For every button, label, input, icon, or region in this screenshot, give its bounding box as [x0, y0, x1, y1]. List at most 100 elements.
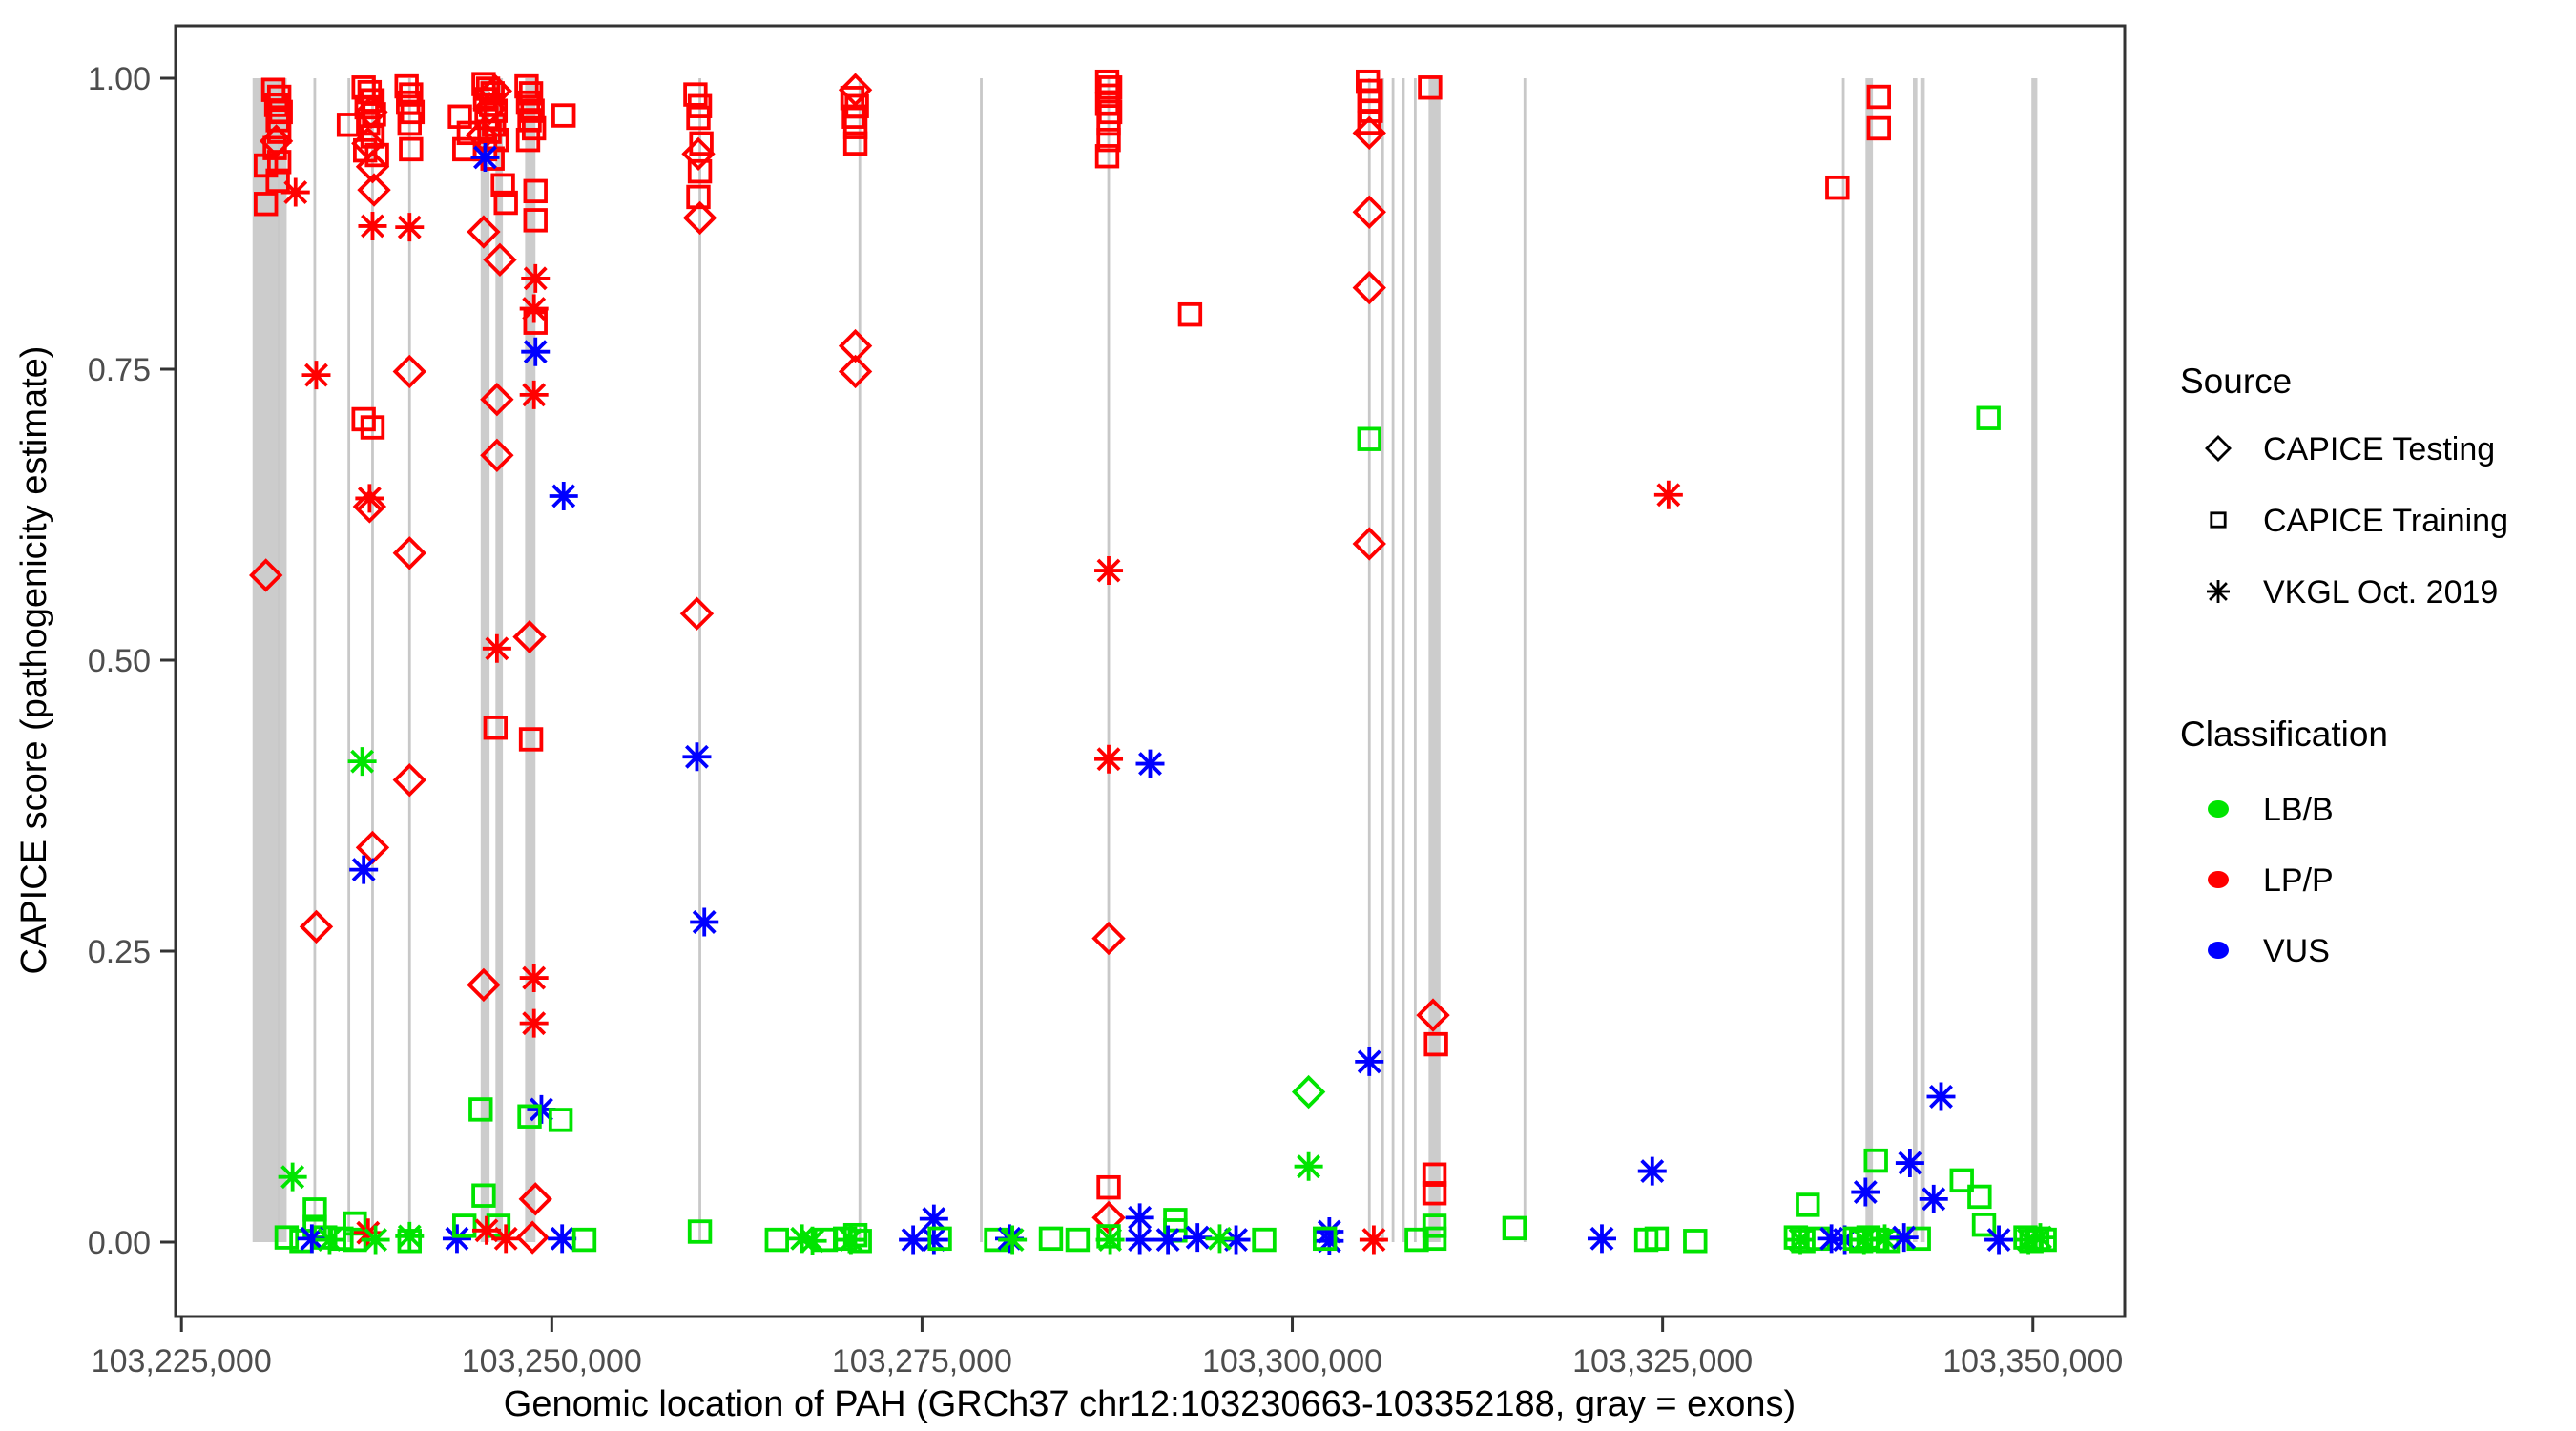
data-point-diamond [467, 215, 501, 249]
data-point-square [1825, 175, 1850, 200]
x-tick-label: 103,325,000 [1572, 1343, 1753, 1379]
data-point-square [518, 727, 544, 752]
x-axis-title: Genomic location of PAH (GRCh37 chr12:10… [504, 1384, 1796, 1424]
data-point-diamond [480, 383, 514, 417]
exon-line [980, 78, 983, 1242]
y-tick-label: 0.00 [88, 1225, 151, 1261]
legend-classification-title: Classification [2180, 715, 2388, 754]
data-point-square [266, 84, 292, 110]
data-point-square [262, 135, 287, 160]
legend-color-dot-icon [2208, 800, 2229, 818]
legend: Source CAPICE Testing CAPICE Training VKGL… [2180, 362, 2508, 969]
data-point-square [1094, 144, 1120, 169]
data-point-square [1422, 1181, 1447, 1206]
data-point-square [687, 1219, 713, 1244]
data-point-square [263, 93, 289, 117]
y-axis: 0.00 0.25 0.50 0.75 1.00 [88, 61, 176, 1261]
data-point-asterisk [899, 1225, 928, 1255]
legend-source-item-label: VKGL Oct. 2019 [2263, 574, 2498, 611]
legend-diamond-icon [2205, 435, 2232, 462]
data-point-square [1252, 1227, 1277, 1253]
data-point-square [1866, 84, 1891, 110]
data-point-square [471, 1183, 496, 1208]
data-point-square [1683, 1229, 1708, 1254]
data-point-asterisk [1587, 1224, 1616, 1254]
data-point-square [394, 73, 419, 99]
data-point-square [399, 136, 424, 162]
data-point-asterisk [919, 1225, 948, 1255]
data-point-asterisk [297, 1224, 326, 1254]
legend-asterisk-icon [2207, 580, 2230, 603]
legend-color-dot-icon [2208, 871, 2229, 888]
data-point-diamond [392, 762, 426, 798]
data-point-square [927, 1226, 952, 1252]
data-point-diamond [249, 558, 283, 592]
exon-line [1841, 78, 1845, 1242]
data-point-square [515, 90, 541, 115]
exon-line [1107, 78, 1111, 1242]
data-point-diamond [1091, 921, 1126, 956]
data-point-square [1038, 1226, 1064, 1252]
data-point-square [483, 716, 509, 740]
data-point-square [1312, 1226, 1338, 1252]
legend-source-item-label: CAPICE Training [2263, 503, 2508, 539]
data-point-asterisk [1786, 1225, 1816, 1255]
y-tick-label: 0.75 [88, 352, 151, 388]
data-point-square [514, 73, 539, 99]
data-point-asterisk [2025, 1223, 2055, 1253]
data-point-square [571, 1227, 597, 1253]
data-point-square [551, 103, 576, 128]
exon-bar [1913, 78, 1918, 1242]
data-point-square [842, 114, 868, 139]
exon-bars [252, 78, 2038, 1242]
legend-source-items: CAPICE Testing CAPICE Training VKGL Oct. 2… [2205, 431, 2508, 611]
data-point-diamond [1352, 115, 1386, 151]
exon-line [313, 78, 317, 1242]
exon-line [1367, 78, 1371, 1242]
data-point-square [1976, 405, 2001, 430]
data-point-diamond [392, 536, 426, 570]
data-point-square [515, 127, 541, 153]
data-point-diamond [681, 136, 716, 171]
data-point-square [1967, 1184, 1992, 1210]
data-point-square [397, 111, 422, 136]
x-tick-label: 103,350,000 [1942, 1343, 2123, 1379]
data-point-asterisk [355, 484, 384, 513]
data-point-asterisk [1926, 1082, 1956, 1111]
data-point-square [452, 1213, 477, 1238]
data-point-diamond [679, 596, 715, 631]
data-point-asterisk [442, 1224, 471, 1254]
data-point-square [1096, 1174, 1121, 1200]
exon-line [371, 78, 374, 1242]
y-axis-title: CAPICE score (pathogenicity estimate) [14, 346, 54, 975]
data-point-asterisk [519, 294, 549, 323]
data-point-diamond [512, 619, 547, 654]
data-point-asterisk [787, 1224, 817, 1254]
y-tick-label: 0.50 [88, 643, 151, 679]
legend-classification-item-label: LP/P [2263, 862, 2334, 899]
data-point-diamond [515, 1220, 550, 1255]
exon-line [698, 78, 701, 1242]
data-point-square [1357, 426, 1381, 451]
exon-bar [2031, 78, 2038, 1242]
data-point-asterisk [1895, 1149, 1924, 1178]
data-point-diamond [392, 354, 426, 389]
y-tick-label: 1.00 [88, 61, 151, 97]
exon-bar [525, 78, 536, 1242]
data-point-asterisk [519, 1008, 549, 1038]
data-point-square [840, 86, 865, 111]
data-point-square [1065, 1227, 1091, 1253]
exon-bar [252, 78, 287, 1242]
data-point-square [302, 1197, 327, 1222]
data-point-asterisk [1889, 1223, 1919, 1253]
data-point-square [274, 1225, 300, 1250]
exon-line [407, 78, 411, 1242]
exon-bar [480, 78, 490, 1242]
data-point-square [689, 131, 714, 156]
data-point-diamond [682, 200, 717, 236]
data-point-square [266, 150, 292, 175]
data-point-asterisk [1125, 1203, 1154, 1233]
data-point-square [1949, 1168, 1974, 1193]
